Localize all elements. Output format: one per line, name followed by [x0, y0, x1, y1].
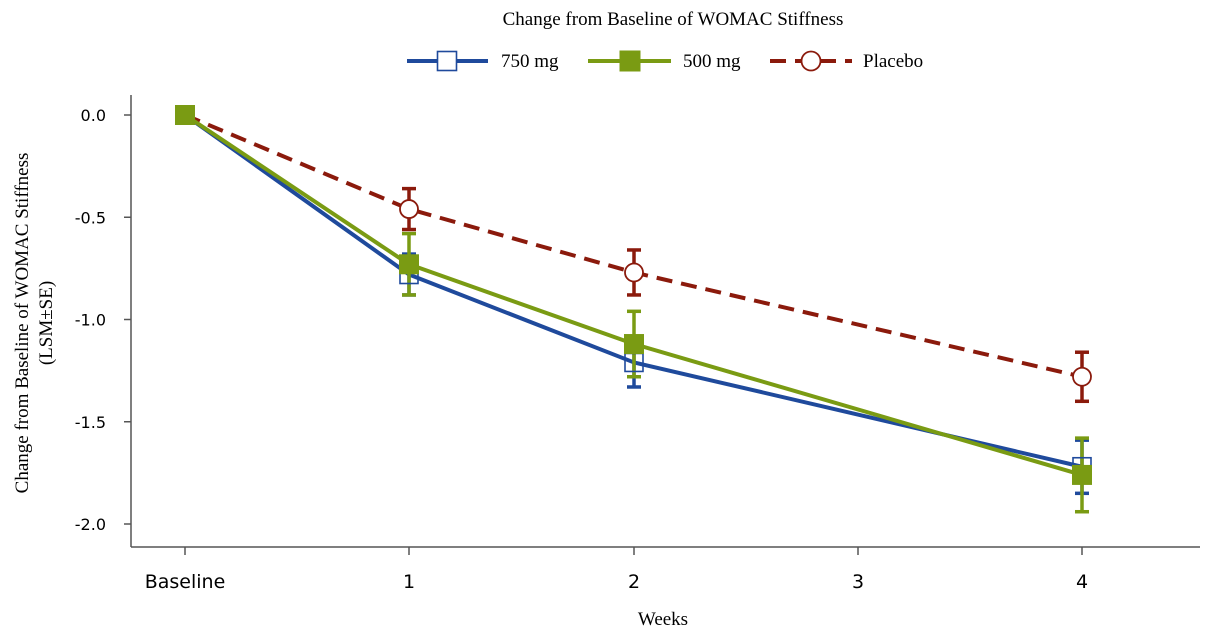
x-tick-label-4: 4: [1076, 571, 1088, 593]
x-axis-ticks: Baseline 1 2 3 4: [145, 547, 1088, 593]
data-point-500-mg: [1072, 464, 1092, 485]
y-tick-label: -2.0: [75, 515, 106, 534]
y-tick-label: 0.0: [81, 106, 106, 125]
y-tick-label: -0.5: [75, 208, 106, 227]
series-500-mg: [183, 113, 1089, 514]
series-line-placebo: [184, 113, 1083, 379]
legend-marker-placebo: [800, 50, 822, 72]
x-tick-label-1: 1: [403, 571, 415, 593]
legend-marker-500-mg: [619, 50, 641, 72]
series-line-750-mg: [183, 113, 1083, 469]
chart-title: Change from Baseline of WOMAC Stiffness: [503, 9, 844, 30]
x-tick-label-3: 3: [852, 571, 864, 593]
data-point-500-mg: [624, 334, 644, 355]
x-axis-label: Weeks: [638, 609, 688, 630]
legend-item-placebo: Placebo: [770, 50, 923, 72]
legend-marker-750-mg: [436, 50, 458, 72]
data-point-placebo: [1072, 366, 1092, 387]
legend-label-500-mg: 500 mg: [683, 51, 741, 72]
data-point-placebo: [624, 262, 644, 283]
legend-label-placebo: Placebo: [863, 51, 923, 72]
y-axis-label-line-2: (LSM±SE): [36, 281, 57, 365]
y-axis-ticks: 0.0 -0.5 -1.0 -1.5 -2.0: [75, 106, 131, 534]
x-tick-label-baseline: Baseline: [145, 571, 226, 593]
series-line-500-mg: [183, 113, 1083, 477]
data-point-placebo: [399, 199, 419, 219]
y-tick-label: -1.5: [75, 413, 106, 432]
data-point-500-mg: [399, 254, 419, 275]
legend-label-750-mg: 750 mg: [501, 51, 559, 72]
data-point-500-mg: [175, 105, 195, 125]
legend-item-500-mg: 500 mg: [588, 50, 741, 72]
y-axis-label: Change from Baseline of WOMAC Stiffness …: [12, 153, 57, 494]
legend: 750 mg 500 mg Placebo: [407, 50, 923, 72]
y-axis-label-line-1: Change from Baseline of WOMAC Stiffness: [12, 153, 33, 494]
series-layer: [175, 105, 1092, 514]
legend-item-750-mg: 750 mg: [407, 50, 559, 72]
data-point-750-mg: [624, 352, 644, 373]
x-tick-label-2: 2: [628, 571, 640, 593]
y-tick-label: -1.0: [75, 311, 106, 330]
